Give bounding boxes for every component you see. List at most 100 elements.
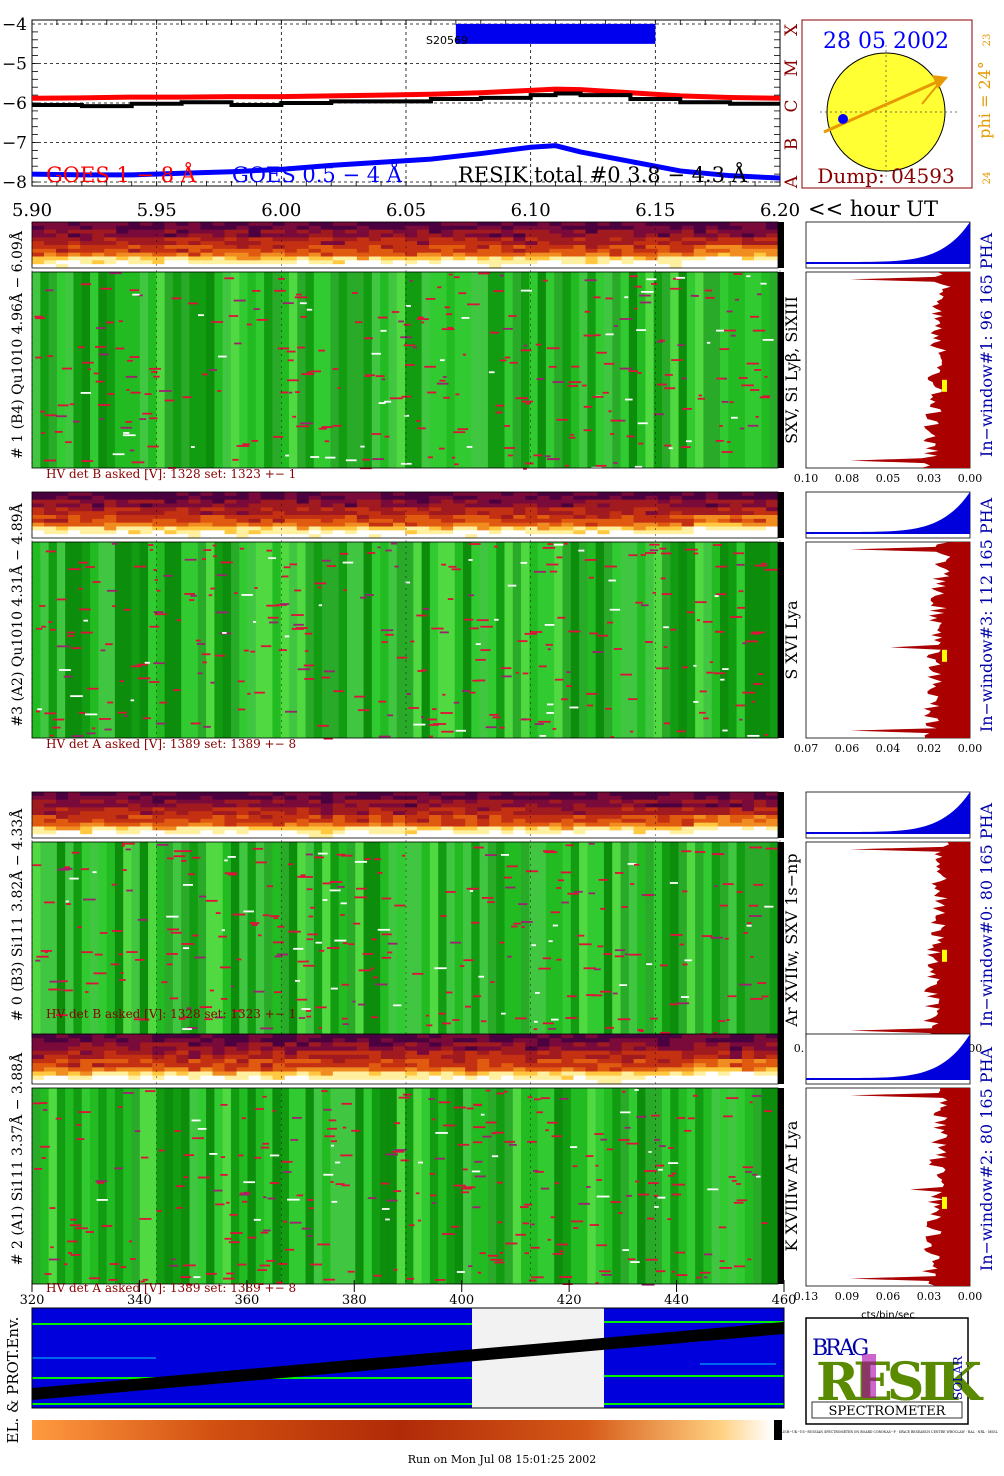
window-label: In−window#1: 96 165 PHA	[977, 232, 996, 457]
window-marker	[942, 649, 947, 662]
pha-unit: cts/bin/sec	[861, 1310, 915, 1321]
spectrum-strip	[31, 1033, 784, 1085]
lc-y-tick-label: −5	[2, 55, 27, 75]
lc-x-tick-label: 6.00	[261, 200, 301, 221]
series-line-2	[32, 91, 780, 109]
spectral-profile: 0.13 0.09 0.06 0.03 0.00	[794, 1087, 983, 1303]
series-line-0	[32, 86, 780, 101]
detector-image	[31, 492, 784, 740]
spectral-profile: 0.10 0.08 0.05 0.03 0.00	[794, 271, 983, 485]
channel-line-label: K XVIIIw Ar Lya	[782, 1120, 801, 1251]
logo-right: SOLAR	[951, 1355, 965, 1400]
run-timestamp: Run on Mon Jul 08 15:01:25 2002	[407, 1453, 597, 1466]
channel-panel-3: HV det A asked [V]: 1389 set: 1389 +− 8 #…	[8, 1033, 996, 1303]
channel-left-label: # 0 (B3) Si111 3.82Å − 4.33Å	[8, 808, 26, 1021]
pha-tick-label: 0.10	[794, 472, 819, 485]
env-counter-ramp	[32, 1322, 784, 1400]
pha-tick-label: 0.04	[876, 742, 901, 755]
channel-panel-2: HV det B asked [V]: 1328 set: 1323 +− 1 #…	[8, 791, 996, 1055]
pha-tick-label: 0.00	[958, 472, 983, 485]
pha-histogram	[805, 491, 971, 539]
env-x-tick-label: 400	[449, 1293, 474, 1308]
env-x-tick-label: 320	[20, 1293, 45, 1308]
lc-x-tick-label: 6.10	[511, 200, 551, 221]
pha-tick-label: 0.06	[835, 742, 860, 755]
env-x-tick-label: 460	[772, 1293, 797, 1308]
detector-image	[31, 792, 784, 1040]
sun-date: 28 05 2002	[823, 29, 949, 54]
pha-tick-label: 0.07	[794, 742, 819, 755]
detector-image	[31, 1034, 784, 1286]
lc-x-tick-label: 5.95	[137, 200, 177, 221]
sun-position-panel: 28 05 2002 Dump: 04593 phi = 24° 23 24	[801, 19, 994, 189]
goes-class-label: C	[782, 99, 802, 112]
channel-left-label: #3 (A2) Qu1010 4.31Å − 4.89Å	[8, 502, 26, 726]
pha-tick-label: 0.03	[917, 1290, 942, 1303]
lc-y-tick-label: −8	[2, 173, 27, 193]
logo-left: BRAG	[812, 1336, 868, 1361]
env-x-tick-label: 380	[342, 1293, 367, 1308]
light-curve-x-labels: 5.90 5.95 6.00 6.05 6.10 6.15 6.20	[12, 200, 800, 221]
pha-tick-label: 0.09	[835, 1290, 860, 1303]
light-curve-series	[32, 86, 780, 181]
pha-tick-label: 0.06	[876, 1290, 901, 1303]
sun-dump: Dump: 04593	[817, 164, 954, 188]
pha-tick-label: 0.00	[958, 1290, 983, 1303]
env-x-tick-label: 360	[234, 1293, 259, 1308]
pha-histogram	[805, 791, 971, 839]
logo-fine-print: POLISH−UK−US−RUSSIAN SPECTROMETER ON BOA…	[776, 1430, 998, 1434]
legend-resik-total: RESIK total #0 3.8 − 4.3 Å	[458, 162, 748, 187]
pha-histogram	[805, 1033, 971, 1085]
detector-channels: HV det B asked [V]: 1328 set: 1323 +− 1 #…	[8, 221, 996, 1321]
window-marker	[942, 949, 947, 962]
channel-panel-0: HV det B asked [V]: 1328 set: 1323 +− 1 #…	[8, 221, 996, 485]
spectral-profile: 0.07 0.06 0.04 0.02 0.00	[794, 541, 983, 755]
channel-panel-1: HV det A asked [V]: 1389 set: 1389 +− 8 #…	[8, 491, 996, 755]
env-x-tick-label: 420	[557, 1293, 582, 1308]
spectrum-strip	[31, 221, 784, 269]
event-bar	[455, 23, 656, 44]
x-unit-label: << hour UT	[808, 197, 938, 221]
pha-histogram	[805, 221, 971, 269]
channel-line-label: Ar XVIIw, SXV 1s−np	[782, 853, 801, 1027]
pha-tick-label: 0.02	[917, 742, 942, 755]
goes-class-label: M	[782, 59, 802, 76]
hv-label: HV det A asked [V]: 1389 set: 1389 +− 8	[46, 737, 296, 751]
window-label: In−window#0: 80 165 PHA	[977, 802, 996, 1027]
hv-label: HV det B asked [V]: 1328 set: 1323 +− 1	[46, 467, 296, 481]
goes-class-label: B	[782, 138, 802, 151]
light-curve-y-labels: −4 −5 −6 −7 −8	[2, 15, 27, 193]
series-line-1	[32, 143, 780, 181]
lc-x-tick-label: 6.20	[760, 200, 800, 221]
lc-y-tick-label: −7	[2, 134, 27, 154]
spacecraft-marker	[838, 114, 848, 124]
window-label: In−window#2: 80 165 PHA	[977, 1046, 996, 1271]
pha-tick-label: 0.08	[835, 472, 860, 485]
pha-tick-label: 0.00	[958, 742, 983, 755]
channel-left-label: # 1 (B4) Qu1010 4.96Å − 6.09Å	[8, 230, 26, 459]
channel-line-label: S XVI Lya	[782, 600, 801, 680]
lc-x-tick-label: 6.05	[386, 200, 426, 221]
goes-class-label: X	[782, 23, 802, 36]
hv-label: HV det B asked [V]: 1328 set: 1323 +− 1	[46, 1007, 296, 1021]
pha-tick-label: 0.13	[794, 1290, 819, 1303]
hv-label: HV det A asked [V]: 1389 set: 1389 +− 8	[46, 1281, 296, 1295]
lc-x-tick-label: 5.90	[12, 200, 52, 221]
env-x-tick-label: 440	[664, 1293, 689, 1308]
event-label: S20569	[426, 34, 468, 47]
env-label: EL. & PROT.Env.	[4, 1317, 22, 1444]
legend-goes-short: GOES 0.5 − 4 Å	[232, 162, 403, 187]
logo-title: SPECTROMETER	[829, 1404, 947, 1419]
window-label: In−window#3: 112 165 PHA	[977, 497, 996, 732]
resik-logo: BRAG RESIK SOLAR SPECTROMETER POLISH−UK−…	[776, 1317, 999, 1434]
lc-x-tick-label: 6.15	[635, 200, 675, 221]
goes-class-label: A	[782, 175, 802, 189]
environment-panel: 320 340 360 380 400 420 440 460 EL. & PROT.Env.	[4, 1280, 796, 1443]
pha-tick-label: 0.03	[917, 472, 942, 485]
window-marker	[942, 1196, 947, 1209]
spectral-profile: 0.110.080.060.030.00	[794, 841, 982, 1055]
env-x-labels: 320 340 360 380 400 420 440 460	[20, 1280, 797, 1308]
env-x-tick-label: 340	[127, 1293, 152, 1308]
sun-num-top: 23	[982, 34, 993, 47]
